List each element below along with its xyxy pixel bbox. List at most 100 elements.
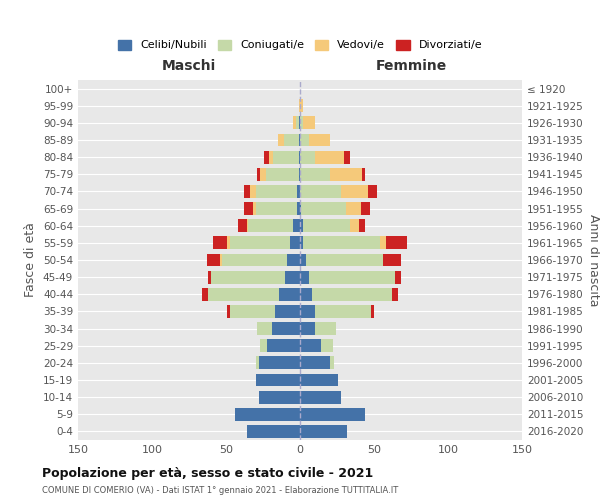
Bar — [380, 236, 386, 250]
Bar — [211, 270, 285, 283]
Bar — [265, 150, 269, 164]
Bar — [279, 288, 300, 300]
Bar — [284, 134, 299, 146]
Bar — [248, 220, 293, 232]
Bar — [315, 305, 371, 318]
Bar — [361, 202, 370, 215]
Bar — [256, 185, 297, 198]
Bar — [301, 202, 346, 215]
Bar — [300, 390, 341, 404]
Bar — [312, 288, 392, 300]
Bar — [383, 254, 401, 266]
Bar — [287, 254, 300, 266]
Bar — [300, 288, 312, 300]
Bar — [250, 185, 256, 198]
Bar — [392, 288, 398, 300]
Bar — [368, 185, 377, 198]
Bar — [212, 236, 227, 250]
Bar — [230, 305, 275, 318]
Text: Popolazione per età, sesso e stato civile - 2021: Popolazione per età, sesso e stato civil… — [42, 468, 373, 480]
Bar — [293, 220, 300, 232]
Bar — [235, 408, 300, 420]
Bar — [266, 168, 299, 180]
Bar — [362, 168, 365, 180]
Bar — [300, 408, 365, 420]
Bar — [300, 270, 309, 283]
Bar — [300, 340, 321, 352]
Bar — [230, 236, 290, 250]
Bar — [244, 202, 253, 215]
Bar — [300, 185, 341, 198]
Bar — [278, 134, 284, 146]
Bar — [300, 220, 303, 232]
Bar — [300, 356, 329, 370]
Bar — [300, 116, 303, 130]
Bar — [300, 322, 315, 335]
Bar — [371, 305, 374, 318]
Bar — [274, 150, 299, 164]
Bar — [260, 340, 268, 352]
Bar — [247, 220, 248, 232]
Bar — [329, 168, 362, 180]
Bar — [208, 288, 279, 300]
Bar — [341, 185, 368, 198]
Bar — [256, 202, 297, 215]
Bar — [259, 356, 300, 370]
Bar — [299, 150, 300, 164]
Bar — [299, 100, 300, 112]
Bar — [227, 305, 230, 318]
Bar — [290, 236, 300, 250]
Bar — [299, 134, 300, 146]
Bar — [309, 270, 395, 283]
Bar — [329, 356, 334, 370]
Bar — [303, 236, 380, 250]
Bar — [315, 322, 335, 335]
Legend: Celibi/Nubili, Coniugati/e, Vedovi/e, Divorziati/e: Celibi/Nubili, Coniugati/e, Vedovi/e, Di… — [113, 35, 487, 55]
Bar — [269, 150, 274, 164]
Bar — [268, 340, 300, 352]
Bar — [303, 116, 315, 130]
Text: COMUNE DI COMERIO (VA) - Dati ISTAT 1° gennaio 2021 - Elaborazione TUTTITALIA.IT: COMUNE DI COMERIO (VA) - Dati ISTAT 1° g… — [42, 486, 398, 495]
Bar — [296, 116, 299, 130]
Bar — [285, 270, 300, 283]
Bar — [359, 220, 365, 232]
Bar — [238, 220, 247, 232]
Bar — [303, 220, 350, 232]
Bar — [202, 288, 208, 300]
Bar — [315, 150, 344, 164]
Bar — [257, 168, 260, 180]
Bar — [260, 168, 266, 180]
Y-axis label: Fasce di età: Fasce di età — [25, 222, 37, 298]
Bar — [300, 254, 306, 266]
Bar — [227, 236, 230, 250]
Bar — [244, 185, 250, 198]
Text: Femmine: Femmine — [376, 59, 446, 73]
Bar — [221, 254, 287, 266]
Bar — [275, 305, 300, 318]
Bar — [299, 168, 300, 180]
Bar — [300, 134, 309, 146]
Bar — [247, 425, 300, 438]
Bar — [300, 425, 347, 438]
Bar — [253, 202, 256, 215]
Bar — [300, 202, 301, 215]
Bar — [300, 236, 303, 250]
Bar — [300, 374, 338, 386]
Bar — [220, 254, 221, 266]
Bar — [346, 202, 361, 215]
Bar — [207, 254, 220, 266]
Bar — [350, 220, 359, 232]
Bar — [208, 270, 211, 283]
Bar — [256, 356, 259, 370]
Text: Maschi: Maschi — [162, 59, 216, 73]
Bar — [300, 150, 315, 164]
Bar — [272, 322, 300, 335]
Bar — [309, 134, 329, 146]
Bar — [297, 185, 300, 198]
Bar — [300, 100, 303, 112]
Bar — [300, 168, 329, 180]
Y-axis label: Anni di nascita: Anni di nascita — [587, 214, 600, 306]
Bar — [259, 390, 300, 404]
Bar — [297, 202, 300, 215]
Bar — [386, 236, 407, 250]
